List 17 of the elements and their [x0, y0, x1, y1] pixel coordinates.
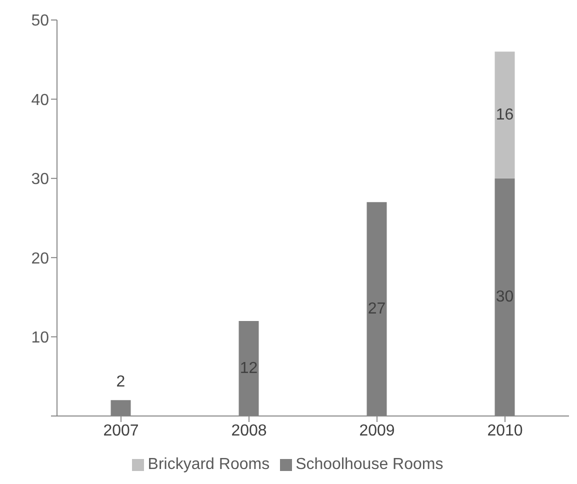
data-label: 2: [116, 374, 126, 391]
legend-label: Schoolhouse Rooms: [296, 456, 444, 473]
x-tick-label: 2010: [487, 422, 523, 440]
y-tick-label: 50: [31, 12, 50, 30]
data-label: 12: [240, 360, 258, 377]
legend-label: Brickyard Rooms: [148, 456, 270, 473]
y-tick-label: 20: [31, 250, 50, 268]
data-label: 30: [496, 288, 514, 306]
x-tick-label: 2007: [103, 422, 139, 440]
y-tick-label: 10: [31, 329, 50, 346]
x-tick-label: 2009: [359, 422, 395, 440]
data-label: 27: [368, 300, 386, 318]
data-label: 16: [496, 106, 514, 124]
x-tick-label: 2008: [231, 422, 267, 440]
y-tick-label: 30: [31, 171, 50, 188]
bar: [494, 52, 515, 178]
y-tick-label: 40: [31, 92, 50, 109]
